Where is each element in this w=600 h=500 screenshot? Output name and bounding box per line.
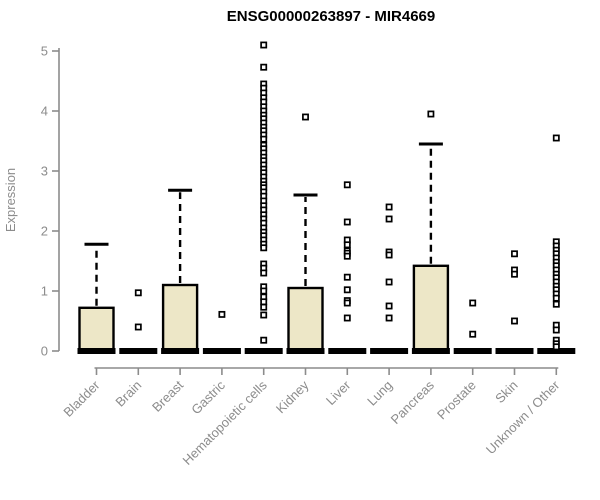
outlier-point [343, 273, 351, 281]
median-bar [453, 348, 492, 354]
outlier-point [385, 302, 393, 310]
x-tick-label: Liver [323, 377, 354, 408]
y-tick-label: 3 [41, 164, 48, 179]
outlier-point [552, 300, 560, 308]
y-tick-label: 1 [41, 284, 48, 299]
x-tick-label: Skin [492, 378, 520, 406]
outlier-point [385, 314, 393, 322]
median-bar [286, 348, 325, 354]
outlier-point [385, 278, 393, 286]
outlier-point [552, 294, 560, 302]
outlier-point [260, 311, 268, 319]
outlier-point [385, 203, 393, 211]
median-bar [77, 348, 116, 354]
median-bar [411, 348, 450, 354]
median-bar [244, 348, 283, 354]
y-tick-label: 2 [41, 224, 48, 239]
outlier-point [218, 310, 226, 318]
outlier-point [260, 303, 268, 311]
boxplot-skin [495, 250, 534, 354]
outlier-point [469, 299, 477, 307]
outlier-point [552, 326, 560, 334]
boxplot-gastric [202, 310, 241, 354]
outlier-point [260, 63, 268, 71]
outlier-point [385, 251, 393, 259]
median-bar [495, 348, 534, 354]
outlier-point [343, 241, 351, 249]
outlier-point [552, 134, 560, 142]
y-tick-label: 5 [41, 44, 48, 59]
outlier-point [343, 252, 351, 260]
boxplot-bladder [77, 242, 116, 354]
outlier-point [260, 41, 268, 49]
x-tick-label: Brain [112, 378, 144, 410]
outlier-point [511, 317, 518, 325]
outlier-point [302, 113, 309, 121]
outlier-point [385, 215, 393, 223]
y-tick-label: 4 [41, 104, 48, 119]
median-bar [202, 348, 241, 354]
x-tick-label: Prostate [434, 378, 479, 423]
box-body [161, 283, 199, 353]
box-body [412, 264, 450, 353]
box-body [287, 286, 324, 353]
boxplot-lung [370, 203, 409, 354]
boxplot-pancreas [411, 110, 450, 354]
outlier-point [260, 287, 268, 295]
boxplot-hematopoietic-cells [244, 41, 283, 354]
median-bar [161, 348, 200, 354]
outlier-point [343, 299, 351, 307]
outlier-point [134, 289, 142, 297]
outlier-point [427, 110, 435, 118]
outlier-point [260, 135, 268, 143]
outlier-point [343, 218, 351, 226]
outlier-point [511, 250, 518, 258]
outlier-point [469, 330, 477, 338]
outlier-point [134, 323, 142, 331]
outlier-point [260, 244, 268, 252]
median-bar [537, 348, 576, 354]
box-body [78, 306, 115, 353]
box-series [77, 41, 576, 354]
x-tick-label: Breast [149, 377, 186, 414]
x-tick-label: Bladder [60, 377, 103, 420]
chart-title: ENSG00000263897 - MIR4669 [227, 8, 435, 25]
outlier-point [260, 336, 268, 344]
boxplot-unknown-other [537, 134, 576, 354]
median-bar [370, 348, 409, 354]
x-tick-label: Gastric [188, 377, 228, 417]
outlier-point [552, 343, 560, 351]
outlier-point [343, 181, 351, 189]
outlier-point [343, 286, 351, 294]
outlier-point [511, 270, 518, 278]
median-bar [328, 348, 367, 354]
boxplot-kidney [286, 113, 325, 354]
boxplot-prostate [453, 299, 492, 354]
x-tick-label: Unknown / Other [483, 377, 563, 457]
x-tick-label: Kidney [273, 377, 312, 416]
y-axis-title: Expression [3, 168, 18, 232]
outlier-point [343, 314, 351, 322]
boxplot-liver [328, 181, 367, 354]
y-tick-label: 0 [41, 344, 48, 359]
x-tick-label: Lung [364, 378, 395, 409]
x-tick-label: Pancreas [388, 377, 438, 427]
median-bar [119, 348, 158, 354]
outlier-point [260, 298, 268, 306]
outlier-point [260, 269, 268, 277]
boxplot-breast [161, 188, 200, 354]
boxplot-brain [119, 289, 158, 354]
